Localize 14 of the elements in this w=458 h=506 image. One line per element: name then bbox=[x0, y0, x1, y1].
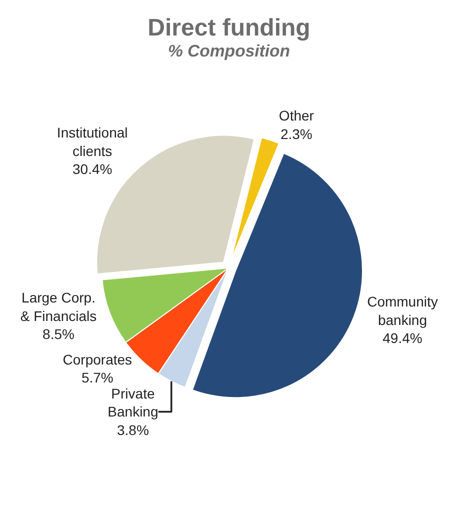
chart-subtitle: % Composition bbox=[168, 42, 290, 61]
slice-label: Private Banking bbox=[108, 386, 158, 420]
slice-label: Large Corp. & Financials bbox=[20, 290, 97, 324]
data-label: 3.8% bbox=[116, 422, 149, 438]
data-label: 5.7% bbox=[81, 370, 114, 386]
data-label: 49.4% bbox=[382, 330, 422, 346]
chart-title: Direct funding bbox=[148, 14, 310, 42]
slice-label: Other bbox=[278, 108, 314, 124]
data-label: 2.3% bbox=[280, 126, 312, 142]
slice-label: Community banking bbox=[367, 294, 438, 328]
slice-label: Corporates bbox=[62, 351, 132, 368]
data-label: 30.4% bbox=[72, 161, 112, 178]
slice-label: Institutional clients bbox=[56, 124, 128, 159]
data-label: 8.5% bbox=[42, 326, 74, 342]
